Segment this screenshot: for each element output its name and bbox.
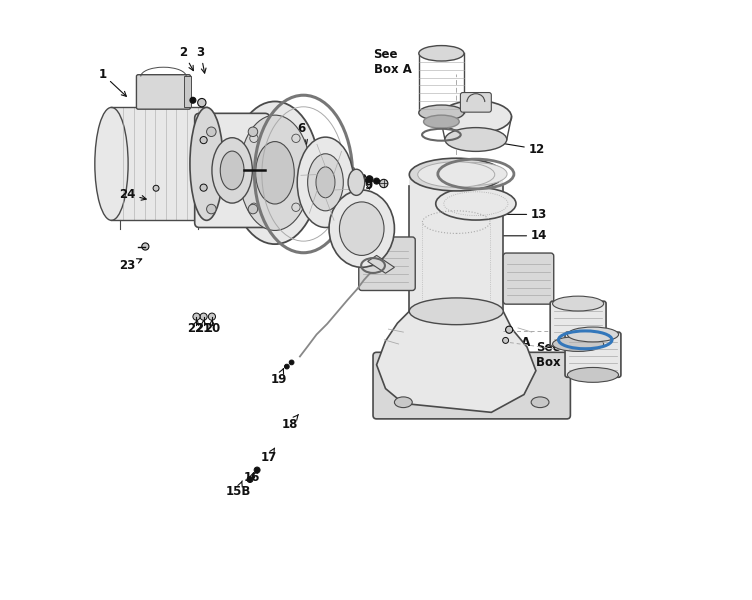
Circle shape <box>366 176 373 183</box>
Circle shape <box>248 204 258 214</box>
Text: 22: 22 <box>187 319 203 335</box>
Circle shape <box>248 127 258 137</box>
Ellipse shape <box>212 138 253 203</box>
Ellipse shape <box>423 115 459 128</box>
Ellipse shape <box>444 163 507 185</box>
Text: 15A: 15A <box>506 334 532 349</box>
FancyBboxPatch shape <box>409 175 503 311</box>
Text: 15B: 15B <box>226 481 250 498</box>
Circle shape <box>250 134 258 142</box>
Ellipse shape <box>440 101 511 133</box>
Text: 16: 16 <box>244 470 260 484</box>
FancyBboxPatch shape <box>359 237 415 290</box>
Ellipse shape <box>308 154 344 211</box>
Text: 3: 3 <box>196 46 206 73</box>
Ellipse shape <box>329 190 395 268</box>
Ellipse shape <box>297 137 353 227</box>
Polygon shape <box>368 256 395 273</box>
Text: 1: 1 <box>99 68 126 97</box>
Text: See
Box A: See Box A <box>374 48 411 76</box>
Text: 4: 4 <box>232 133 241 151</box>
Ellipse shape <box>256 142 294 204</box>
Text: 6: 6 <box>298 122 308 145</box>
FancyBboxPatch shape <box>373 352 570 419</box>
Circle shape <box>284 364 290 369</box>
Ellipse shape <box>339 202 384 256</box>
FancyBboxPatch shape <box>460 92 491 112</box>
Circle shape <box>142 243 149 250</box>
Ellipse shape <box>316 167 335 198</box>
Circle shape <box>153 185 159 191</box>
Text: 14: 14 <box>488 229 547 242</box>
Ellipse shape <box>553 296 604 311</box>
Text: 21: 21 <box>196 319 212 335</box>
Circle shape <box>200 137 208 143</box>
Circle shape <box>207 204 216 214</box>
Ellipse shape <box>220 151 244 190</box>
Ellipse shape <box>239 115 311 230</box>
Text: 8B: 8B <box>350 173 368 187</box>
Circle shape <box>190 97 196 103</box>
FancyBboxPatch shape <box>550 301 606 346</box>
Text: See
Box A: See Box A <box>536 341 575 368</box>
FancyBboxPatch shape <box>503 253 553 304</box>
Text: 23: 23 <box>120 259 141 272</box>
Text: 20: 20 <box>204 319 220 335</box>
Text: 10: 10 <box>362 217 378 235</box>
Ellipse shape <box>419 46 464 61</box>
Circle shape <box>200 184 208 191</box>
Ellipse shape <box>190 107 223 220</box>
Ellipse shape <box>435 187 516 220</box>
Ellipse shape <box>553 337 604 352</box>
Circle shape <box>290 360 294 365</box>
FancyBboxPatch shape <box>565 332 621 377</box>
Ellipse shape <box>230 101 320 244</box>
Circle shape <box>502 337 508 343</box>
Circle shape <box>208 313 216 320</box>
Ellipse shape <box>95 107 128 220</box>
Circle shape <box>193 313 200 320</box>
Ellipse shape <box>568 327 619 342</box>
Ellipse shape <box>419 105 464 121</box>
FancyBboxPatch shape <box>136 75 190 109</box>
Ellipse shape <box>444 192 508 215</box>
Circle shape <box>505 326 513 333</box>
Ellipse shape <box>409 158 503 191</box>
Circle shape <box>207 127 216 137</box>
Ellipse shape <box>445 128 507 151</box>
Ellipse shape <box>418 162 495 187</box>
Text: 8: 8 <box>335 157 344 174</box>
Ellipse shape <box>531 397 549 407</box>
Ellipse shape <box>409 298 503 325</box>
Text: 8A: 8A <box>341 166 358 179</box>
Text: 11: 11 <box>363 259 379 272</box>
Circle shape <box>374 178 380 184</box>
Text: 9: 9 <box>365 179 373 193</box>
FancyBboxPatch shape <box>184 76 191 107</box>
Ellipse shape <box>395 397 412 407</box>
FancyBboxPatch shape <box>195 113 270 227</box>
Polygon shape <box>377 311 536 412</box>
Text: 5: 5 <box>265 127 274 146</box>
Circle shape <box>250 203 258 211</box>
Circle shape <box>198 98 206 107</box>
Ellipse shape <box>348 169 365 196</box>
Circle shape <box>292 134 300 142</box>
Text: 2: 2 <box>179 46 193 71</box>
Text: 7: 7 <box>323 145 332 162</box>
Text: 19: 19 <box>270 369 287 386</box>
Circle shape <box>380 179 388 188</box>
Circle shape <box>247 476 253 482</box>
Text: 13: 13 <box>488 208 547 221</box>
Text: 17: 17 <box>261 448 277 464</box>
Circle shape <box>254 467 260 473</box>
Circle shape <box>200 313 208 320</box>
Text: 24: 24 <box>120 188 146 200</box>
Ellipse shape <box>568 367 619 382</box>
Text: 18: 18 <box>281 415 299 431</box>
FancyBboxPatch shape <box>111 107 207 220</box>
Text: 12: 12 <box>490 140 544 155</box>
Circle shape <box>292 203 300 211</box>
